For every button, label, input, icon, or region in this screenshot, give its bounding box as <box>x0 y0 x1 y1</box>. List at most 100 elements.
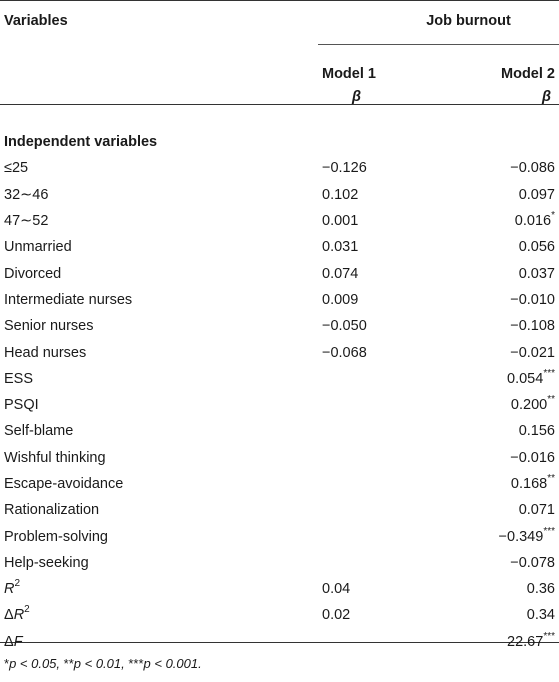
row-label: Escape-avoidance <box>4 476 124 492</box>
top-rule <box>0 0 559 1</box>
model1-value <box>318 418 439 444</box>
model2-cell: −0.078 <box>439 550 559 576</box>
model1-value: −0.068 <box>322 344 367 361</box>
stat-label-prefix: Δ <box>4 633 14 650</box>
model2-value: 0.168 <box>510 476 548 492</box>
stat-label-superscript: 2 <box>24 604 30 616</box>
model1-value <box>318 629 439 655</box>
significance-marker: *** <box>543 525 555 537</box>
model2-cell: −0.010 <box>439 287 559 313</box>
model2-value: −0.108 <box>510 318 555 335</box>
model2-cell: 0.156 <box>439 418 559 444</box>
header-row-2: Model 1 Model 2 <box>0 57 559 83</box>
footnote-star-3: *** <box>128 656 144 671</box>
row-label: Help-seeking <box>4 554 89 571</box>
table-row: Escape-avoidance 0.168** <box>0 471 559 497</box>
section-label: Independent variables <box>4 134 158 151</box>
beta-header-model2: β <box>542 89 551 105</box>
table-row: PSQI 0.200** <box>0 392 559 418</box>
model1-value <box>318 445 439 471</box>
model2-value: 0.200 <box>510 397 548 414</box>
footnote-p-2: p <box>73 656 81 671</box>
stat-label-symbol: R <box>13 607 25 624</box>
table-row: ESS 0.054*** <box>0 366 559 392</box>
model2-cell: 0.037 <box>439 260 559 286</box>
model2-value: 0.054 <box>507 370 544 387</box>
model2-value: −0.021 <box>510 344 555 361</box>
row-label: Intermediate nurses <box>4 291 133 308</box>
model1-value: 0.001 <box>322 213 359 230</box>
model2-cell: 0.016* <box>439 208 559 234</box>
footnote-text-3: < 0.001. <box>150 656 202 671</box>
row-label: Self-blame <box>4 423 74 440</box>
job-burnout-header: Job burnout <box>426 13 511 29</box>
stat-label: ΔR2 <box>0 602 318 628</box>
model2-value: 0.037 <box>518 265 555 282</box>
results-table: Variables Job burnout Model 1 Model 2 β … <box>0 0 559 655</box>
table-row: Divorced 0.074 0.037 <box>0 260 559 286</box>
stat-label-symbol: R <box>4 581 15 598</box>
model2-value: 22.67 <box>507 633 544 650</box>
model2-value: −0.010 <box>510 291 555 308</box>
beta-header-model1: β <box>352 89 361 105</box>
model2-cell: −0.016 <box>439 445 559 471</box>
significance-marker: ** <box>547 473 555 484</box>
significance-marker: * <box>551 210 555 222</box>
row-label: ≤25 <box>4 160 29 177</box>
bottom-rule <box>0 642 559 643</box>
row-label: Senior nurses <box>4 318 94 335</box>
model2-value: 0.36 <box>526 581 555 598</box>
significance-marker: ** <box>547 394 555 406</box>
model2-cell: 22.67*** <box>439 629 559 655</box>
model1-value <box>318 366 439 392</box>
stat-label-symbol: F <box>13 633 23 650</box>
footnote-star-1: * <box>4 656 10 671</box>
model2-header: Model 2 <box>501 66 555 82</box>
significance-marker: *** <box>543 367 555 379</box>
table-row: ≤25 −0.126 −0.086 <box>0 155 559 181</box>
model1-value: −0.126 <box>322 160 367 177</box>
model1-header: Model 1 <box>322 66 376 82</box>
model2-cell: −0.086 <box>439 155 559 181</box>
model2-cell: 0.056 <box>439 234 559 260</box>
row-label: 32∼46 <box>4 186 49 203</box>
stat-label: R2 <box>0 576 318 602</box>
model2-cell: 0.168** <box>439 471 559 497</box>
row-label: Unmarried <box>4 239 72 256</box>
header-bottom-rule <box>0 104 559 105</box>
model2-cell: 0.097 <box>439 182 559 208</box>
row-label: 47∼52 <box>4 213 49 230</box>
model1-value: −0.050 <box>322 318 367 335</box>
model2-value: −0.349 <box>498 528 544 545</box>
footnote-star-2: ** <box>63 656 74 671</box>
header-row-1: Variables Job burnout <box>0 0 559 57</box>
model1-value <box>318 523 439 549</box>
model2-value: 0.156 <box>518 423 555 440</box>
model1-value: 0.074 <box>322 265 359 282</box>
table-row: Help-seeking −0.078 <box>0 550 559 576</box>
table-row: Head nurses −0.068 −0.021 <box>0 339 559 365</box>
footnote-text-2: < 0.01, <box>81 656 129 671</box>
model1-value <box>318 392 439 418</box>
table-row: 32∼46 0.102 0.097 <box>0 182 559 208</box>
stat-row: ΔF 22.67*** <box>0 629 559 655</box>
model1-value: 0.02 <box>322 607 351 624</box>
model1-value: 0.102 <box>322 186 359 203</box>
model1-value <box>318 471 439 497</box>
model2-cell: 0.054*** <box>439 366 559 392</box>
footnote-text-1: < 0.05, <box>16 656 64 671</box>
significance-marker: *** <box>543 630 555 642</box>
model2-value: 0.056 <box>518 239 555 256</box>
table-row: Intermediate nurses 0.009 −0.010 <box>0 287 559 313</box>
stat-row: R2 0.04 0.36 <box>0 576 559 602</box>
model2-value: 0.071 <box>518 502 555 519</box>
model1-value: 0.031 <box>322 239 359 256</box>
stat-label-superscript: 2 <box>14 578 21 590</box>
model1-value: 0.04 <box>322 581 351 598</box>
row-label: Wishful thinking <box>4 449 106 466</box>
model2-cell: 0.36 <box>439 576 559 602</box>
model2-cell: 0.34 <box>439 602 559 628</box>
job-burnout-rule <box>318 44 559 45</box>
row-label: PSQI <box>4 397 39 414</box>
footnote: *p < 0.05, **p < 0.01, ***p < 0.001. <box>4 656 202 671</box>
